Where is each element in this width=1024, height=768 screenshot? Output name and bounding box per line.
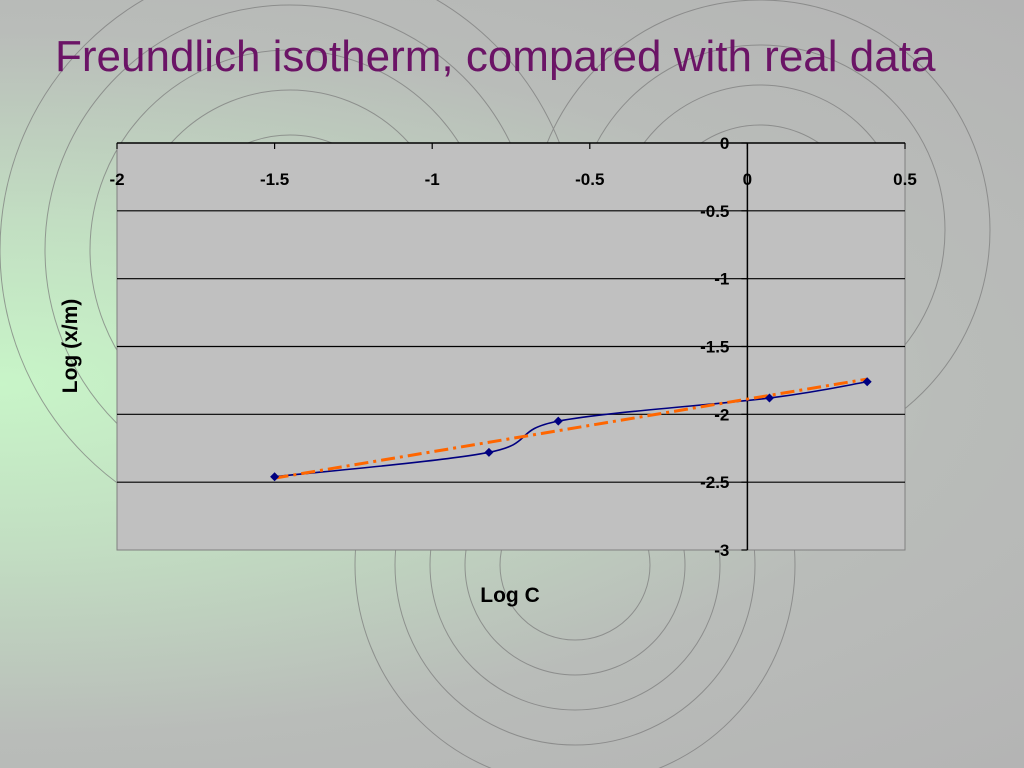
y-tick-label: 0	[720, 134, 729, 153]
series-layer	[270, 377, 872, 482]
data-point-marker	[862, 377, 872, 387]
y-tick-label: -2	[714, 405, 729, 424]
x-tick-label: -2	[109, 170, 124, 189]
data-point-marker	[764, 393, 774, 403]
slide-title: Freundlich isotherm, compared with real …	[55, 32, 936, 81]
y-axis-title: Log (x/m)	[59, 299, 82, 394]
data-point-marker	[270, 472, 280, 482]
y-axis-ticks: 0 -0.5 -1 -1.5 -2 -2.5 -3	[700, 134, 748, 560]
fit-series-line	[274, 377, 868, 480]
x-tick-label: -1	[425, 170, 440, 189]
y-tick-label: -2.5	[700, 473, 729, 492]
y-tick-label: -3	[714, 541, 729, 560]
y-tick-label: -0.5	[700, 202, 729, 221]
x-tick-label: 0.5	[893, 170, 917, 189]
x-axis-ticks: -2 -1.5 -1 -0.5 0 0.5	[109, 143, 917, 189]
y-tick-label: -1	[714, 270, 729, 289]
data-point-marker	[553, 416, 563, 426]
x-tick-label: -1.5	[260, 170, 289, 189]
x-tick-label: -0.5	[575, 170, 604, 189]
data-point-marker	[484, 447, 494, 457]
x-axis-title: Log C	[480, 584, 539, 607]
grid-lines	[117, 210, 905, 483]
x-tick-label: 0	[743, 170, 752, 189]
y-tick-label: -1.5	[700, 338, 729, 357]
